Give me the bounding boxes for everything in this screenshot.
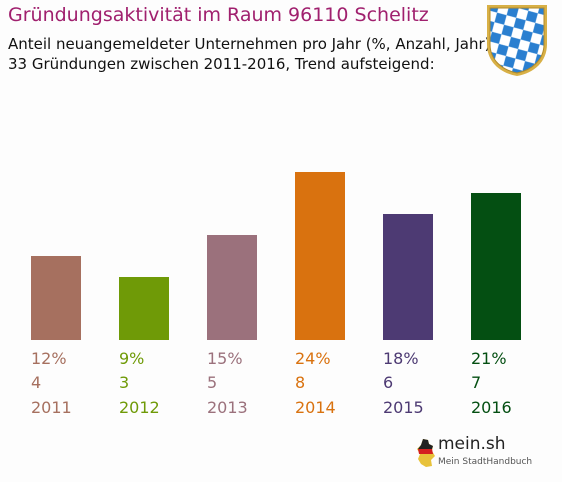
count-label-2015: 6	[383, 373, 393, 392]
year-label-2016: 2016	[471, 398, 512, 417]
bar-2016	[471, 193, 521, 340]
year-label-2013: 2013	[207, 398, 248, 417]
year-label-2011: 2011	[31, 398, 72, 417]
percent-label-2013: 15%	[207, 349, 243, 368]
year-label-2014: 2014	[295, 398, 336, 417]
year-label-2015: 2015	[383, 398, 424, 417]
count-label-2013: 5	[207, 373, 217, 392]
germany-map-icon	[417, 439, 435, 467]
percent-label-2015: 18%	[383, 349, 419, 368]
count-label-2016: 7	[471, 373, 481, 392]
chart-title: Gründungsaktivität im Raum 96110 Schelit…	[8, 4, 429, 26]
chart-subtitle-line-2: 33 Gründungen zwischen 2011-2016, Trend …	[8, 55, 435, 73]
count-label-2012: 3	[119, 373, 129, 392]
percent-label-2012: 9%	[119, 349, 144, 368]
chart-subtitle-line-1: Anteil neuangemeldeter Unternehmen pro J…	[8, 35, 491, 53]
bar-2013	[207, 235, 257, 340]
percent-label-2011: 12%	[31, 349, 67, 368]
count-label-2011: 4	[31, 373, 41, 392]
bar-2012	[119, 277, 169, 340]
year-label-2012: 2012	[119, 398, 160, 417]
bar-2015	[383, 214, 433, 340]
bavaria-coat-of-arms-icon	[487, 5, 547, 76]
percent-label-2014: 24%	[295, 349, 331, 368]
count-label-2014: 8	[295, 373, 305, 392]
bar-2014	[295, 172, 345, 340]
bar-2011	[31, 256, 81, 340]
percent-label-2016: 21%	[471, 349, 507, 368]
logo-sub-text: Mein StadtHandbuch	[438, 457, 533, 467]
logo-main-text: mein.sh	[438, 434, 506, 454]
site-logo: mein.sh Mein StadtHandbuch	[414, 434, 544, 476]
